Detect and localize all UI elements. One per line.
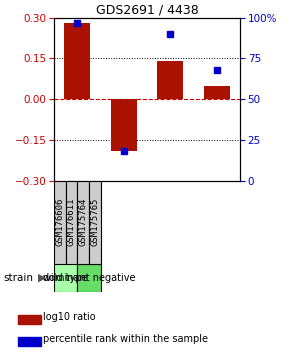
Text: wild type: wild type xyxy=(43,273,88,283)
Bar xyxy=(66,181,77,264)
Text: GSM175764: GSM175764 xyxy=(79,198,88,246)
Bar xyxy=(17,337,41,346)
Text: dominant negative: dominant negative xyxy=(43,273,135,283)
Text: log10 ratio: log10 ratio xyxy=(44,312,96,322)
Title: GDS2691 / 4438: GDS2691 / 4438 xyxy=(96,4,198,17)
Bar xyxy=(77,181,89,264)
Bar xyxy=(54,264,77,292)
Text: GSM175765: GSM175765 xyxy=(90,198,99,246)
Bar xyxy=(17,315,41,324)
Text: GSM176611: GSM176611 xyxy=(67,198,76,246)
Bar xyxy=(77,264,101,292)
Bar xyxy=(64,23,90,99)
Text: ▶: ▶ xyxy=(38,273,46,283)
Bar xyxy=(158,61,183,99)
Bar xyxy=(89,181,100,264)
Bar xyxy=(204,86,230,99)
Text: GSM176606: GSM176606 xyxy=(55,198,64,246)
Bar xyxy=(54,181,66,264)
Bar xyxy=(111,99,136,151)
Text: strain: strain xyxy=(3,273,33,283)
Text: percentile rank within the sample: percentile rank within the sample xyxy=(44,335,208,344)
